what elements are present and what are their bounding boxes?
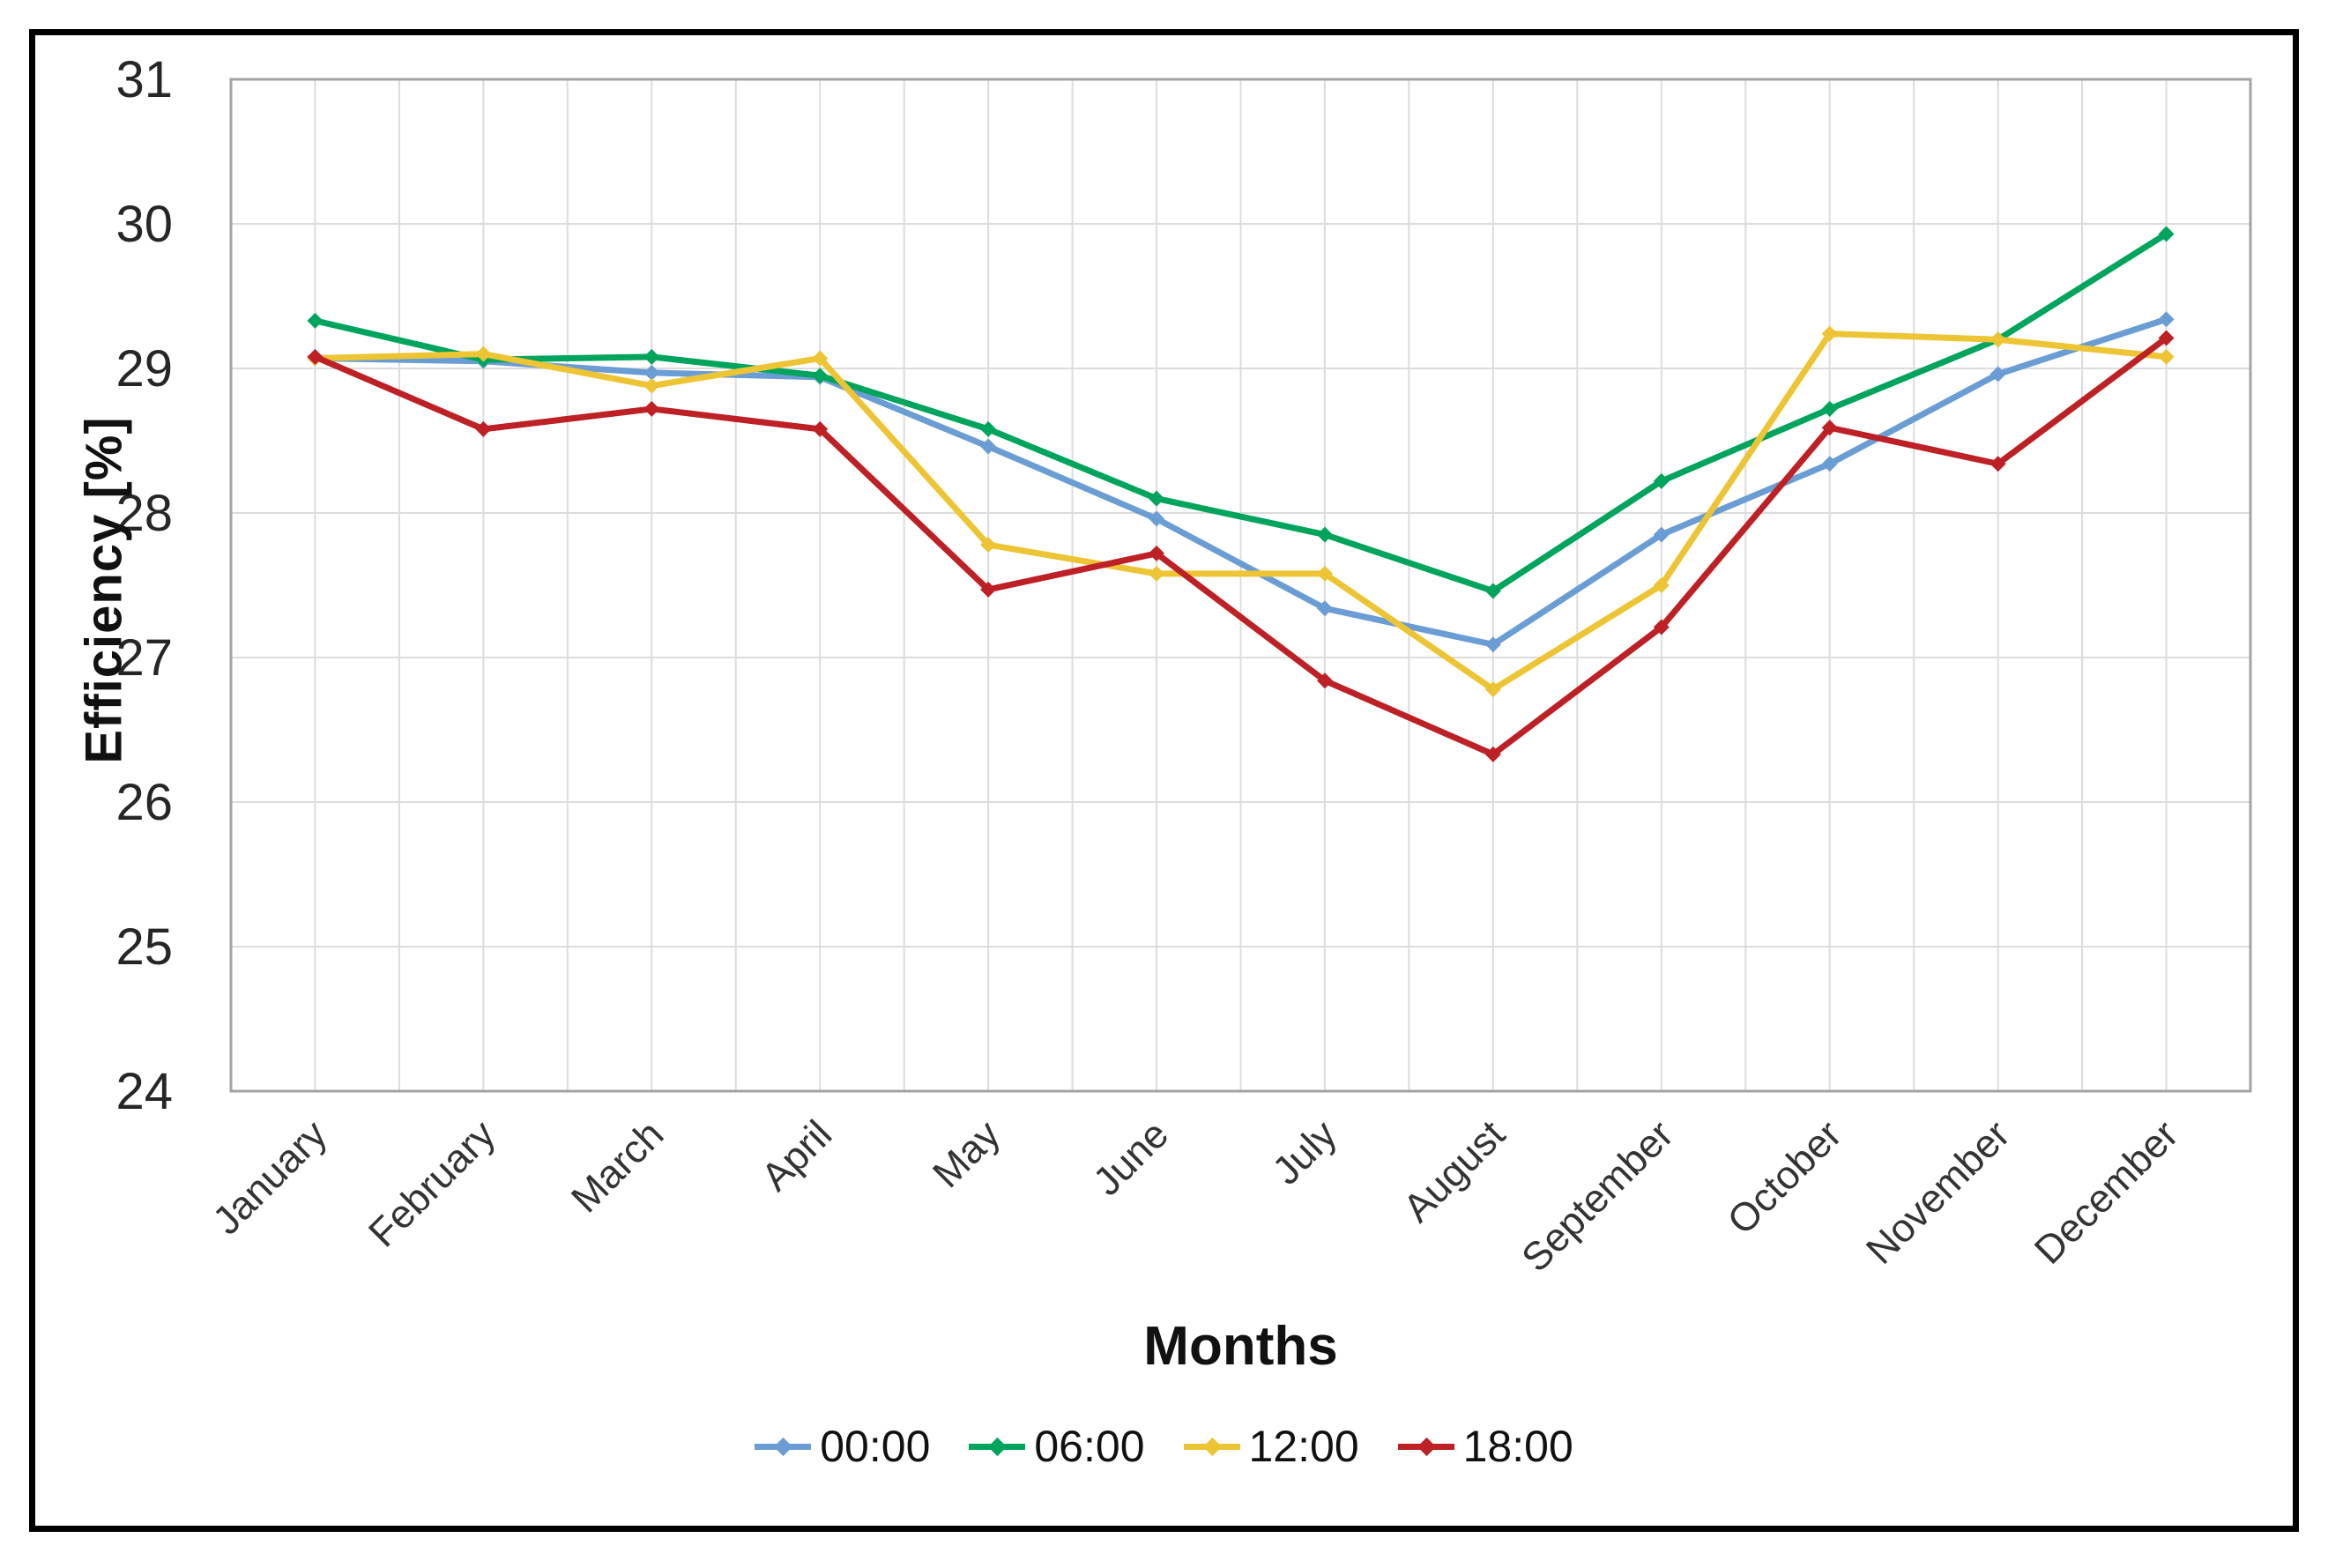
data-point-marker [980,420,997,437]
data-point-marker [1149,545,1165,561]
data-point-marker [1990,366,2006,383]
data-point-marker [980,537,997,554]
data-point-marker [643,400,660,417]
data-point-marker [475,420,492,437]
legend-item-1200: 12:00 [1183,1421,1359,1472]
y-tick-label: 31 [115,51,173,108]
x-tick-label: October [1719,1111,1850,1243]
data-point-marker [1149,565,1165,582]
diamond-marker-icon [774,1437,793,1456]
data-point-marker [2158,311,2175,328]
x-tick-label: June [1084,1111,1177,1204]
data-point-marker [307,312,324,329]
data-point-marker [1821,325,1838,342]
y-tick-label: 25 [115,918,173,976]
data-point-marker [1653,577,1670,593]
y-tick-label: 29 [115,340,173,398]
legend-marker-line-icon [969,1437,1026,1456]
x-tick-label: August [1395,1111,1514,1230]
x-tick-label: September [1513,1111,1682,1281]
data-point-marker [643,348,660,365]
legend-label: 00:00 [820,1422,931,1471]
data-point-marker [1149,510,1165,527]
data-point-marker [980,581,997,598]
data-point-marker [1653,472,1670,489]
data-point-marker [2158,226,2175,242]
data-point-marker [1316,526,1333,543]
data-point-marker [1653,619,1670,635]
data-point-marker [1316,600,1333,617]
data-point-marker [475,346,492,362]
diamond-marker-icon [1202,1437,1222,1456]
legend-label: 06:00 [1034,1422,1145,1471]
x-tick-label: January [204,1111,336,1244]
data-point-marker [1821,400,1838,417]
data-point-marker [2158,330,2175,346]
x-tick-label: March [562,1111,672,1221]
legend-marker-line-icon [1397,1437,1454,1456]
y-axis-title: Efficiency [%] [75,416,133,764]
data-point-marker [307,348,324,365]
series-line-00-00 [311,316,2170,648]
legend-item-0000: 00:00 [755,1421,930,1472]
series-line-18-00 [311,335,2170,758]
series-line-12-00 [311,331,2170,693]
y-tick-label: 28 [115,485,173,542]
data-point-marker [1484,746,1501,762]
x-axis-title: Months [1143,1316,1338,1377]
data-point-marker [1484,681,1501,698]
data-point-marker [1821,456,1838,472]
figure-border [29,29,2299,1532]
y-tick-label: 26 [115,774,173,831]
x-tick-label: November [1857,1111,2019,1273]
legend-marker-line-icon [1183,1437,1240,1456]
x-tick-label: May [924,1111,1009,1197]
series-line-06-00 [311,230,2170,595]
diamond-marker-icon [1417,1437,1436,1456]
legend-label: 18:00 [1462,1422,1573,1471]
x-tick-label: April [753,1111,841,1200]
data-point-marker [2158,348,2175,365]
diamond-marker-icon [988,1437,1008,1456]
legend: 00:00 06:00 12:00 18:00 [0,1421,2328,1472]
x-tick-label: July [1263,1111,1345,1193]
data-point-marker [1484,583,1501,599]
y-tick-label: 24 [115,1063,173,1120]
data-point-marker [1653,526,1670,543]
data-point-marker [1990,331,2006,348]
y-tick-label: 30 [115,196,173,253]
x-tick-label: February [360,1111,504,1256]
data-point-marker [812,350,829,367]
data-point-marker [1316,673,1333,689]
data-point-marker [1316,565,1333,582]
legend-item-1800: 18:00 [1397,1421,1573,1472]
data-point-marker [1821,420,1838,436]
data-point-marker [643,377,660,394]
data-point-marker [812,368,829,384]
data-point-marker [980,438,997,455]
legend-label: 12:00 [1248,1422,1359,1471]
data-point-marker [1149,490,1165,507]
x-tick-label: December [2026,1111,2187,1273]
legend-marker-line-icon [755,1437,812,1456]
data-point-marker [1990,456,2006,472]
data-point-marker [643,364,660,381]
y-tick-label: 27 [115,629,173,687]
data-point-marker [812,420,829,437]
legend-item-0600: 06:00 [969,1421,1145,1472]
plot-area-border [229,78,2252,1093]
data-point-marker [1484,636,1501,653]
